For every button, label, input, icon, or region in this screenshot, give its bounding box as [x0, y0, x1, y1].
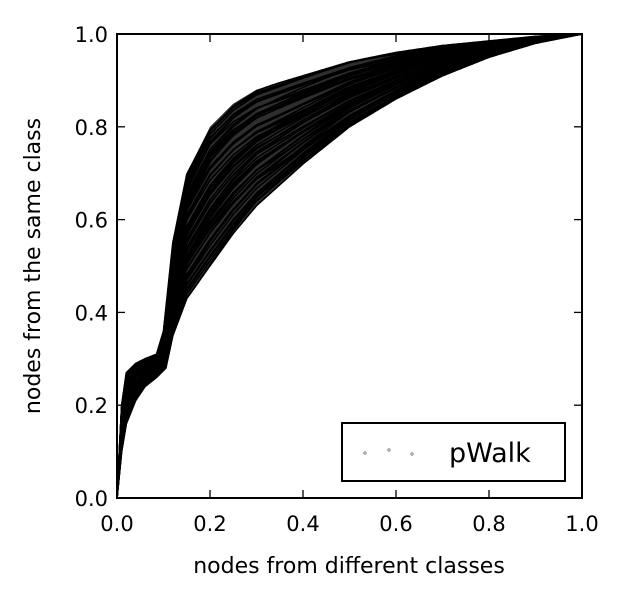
series-line: [116, 33, 583, 499]
x-tick-label: 0.6: [379, 512, 412, 536]
x-tick-label: 1.0: [565, 512, 598, 536]
y-tick-label: 1.0: [75, 23, 108, 47]
y-tick-labels: 0.0 0.2 0.4 0.6 0.8 1.0: [75, 23, 108, 511]
axis-ticks: [116, 33, 583, 499]
y-tick-label: 0.6: [75, 209, 108, 233]
x-tick-labels: 0.0 0.2 0.4 0.6 0.8 1.0: [100, 512, 598, 536]
y-axis-label: nodes from the same class: [21, 118, 46, 414]
x-tick-label: 0.4: [286, 512, 319, 536]
legend: pWalk: [341, 422, 566, 482]
legend-marker: [387, 448, 391, 452]
legend-marker: [410, 452, 414, 456]
plot-lines: [116, 33, 583, 499]
legend-marker: [363, 451, 367, 455]
legend-box: [341, 422, 566, 482]
y-tick-label: 0.0: [75, 487, 108, 511]
x-tick-label: 0.8: [472, 512, 505, 536]
x-tick-label: 0.2: [193, 512, 226, 536]
y-tick-label: 0.4: [75, 301, 108, 325]
x-axis-label: nodes from different classes: [193, 554, 505, 579]
y-tick-label: 0.8: [75, 116, 108, 140]
plot-frame: [116, 33, 583, 499]
y-tick-label: 0.2: [75, 394, 108, 418]
legend-label: pWalk: [449, 438, 531, 469]
x-tick-label: 0.0: [100, 512, 133, 536]
